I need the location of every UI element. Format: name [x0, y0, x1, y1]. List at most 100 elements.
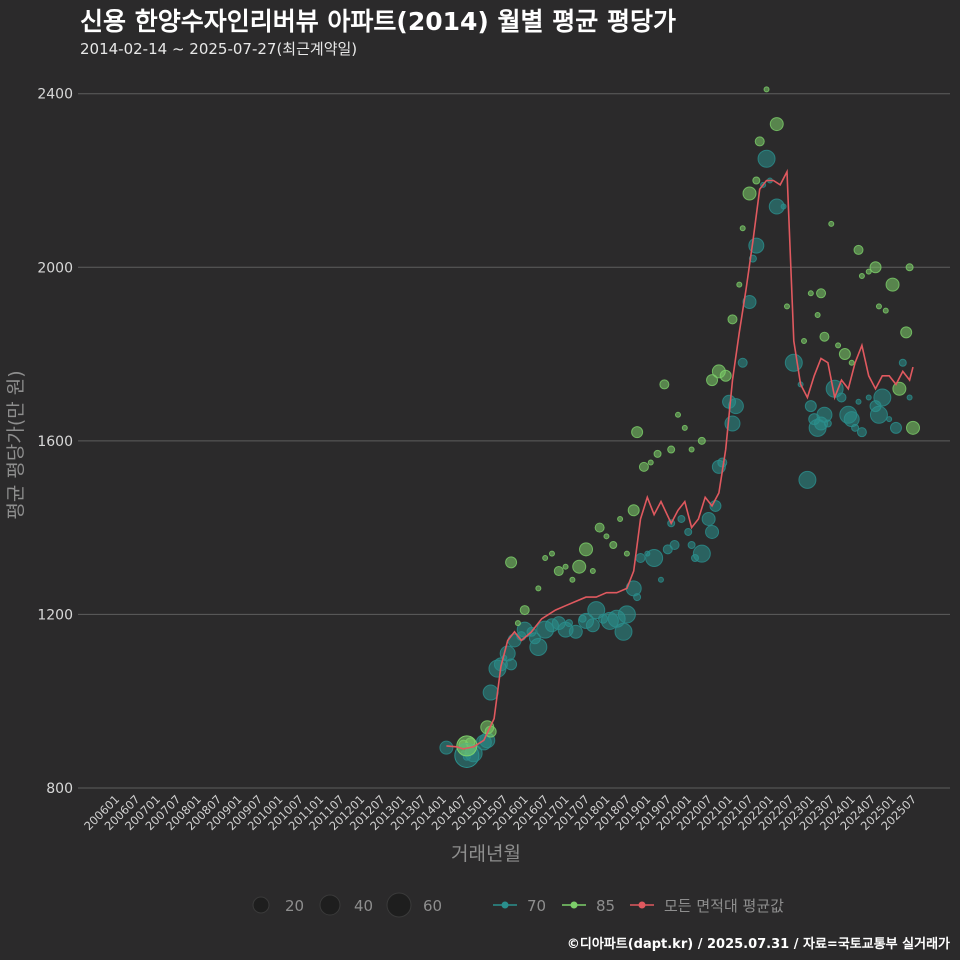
point-area70 [705, 524, 720, 539]
point-area70 [677, 514, 686, 523]
point-area85 [752, 176, 761, 185]
legend-size-key [386, 892, 412, 918]
point-area70 [856, 427, 867, 438]
point-area70 [564, 619, 573, 628]
point-area85 [905, 263, 914, 272]
point-area70 [889, 421, 902, 434]
point-area85 [727, 314, 738, 325]
y-tick-label: 1600 [37, 434, 73, 450]
point-area70 [742, 294, 757, 309]
legend-size-key [252, 896, 270, 914]
point-area70 [635, 553, 646, 564]
point-area85 [681, 424, 688, 431]
point-area70 [886, 416, 893, 423]
point-area70 [865, 394, 872, 401]
point-area85 [553, 566, 564, 577]
point-area70 [836, 392, 847, 403]
point-area70 [869, 405, 888, 424]
point-area85 [719, 369, 732, 382]
point-area85 [647, 459, 654, 466]
point-area85 [674, 411, 681, 418]
point-area85 [892, 381, 907, 396]
point-area85 [816, 288, 827, 299]
point-area70 [798, 470, 817, 489]
point-area85 [594, 522, 605, 533]
point-area70 [784, 353, 803, 372]
point-area70 [780, 203, 787, 210]
point-area85 [858, 272, 865, 279]
point-area85 [801, 338, 808, 345]
y-tick-label: 2000 [37, 260, 73, 276]
point-area85 [631, 426, 644, 439]
point-area85 [542, 555, 549, 562]
point-area85 [865, 268, 872, 275]
point-area70 [804, 400, 817, 413]
point-area85 [885, 277, 900, 292]
point-area70 [439, 740, 454, 755]
point-area85 [653, 449, 662, 458]
point-area85 [828, 220, 835, 227]
point-area85 [589, 568, 596, 575]
point-area85 [535, 585, 542, 592]
point-area85 [456, 735, 478, 757]
point-area85 [906, 420, 920, 435]
point-area85 [579, 542, 594, 557]
source-caption: ©디아파트(dapt.kr) / 2025.07.31 / 자료=국토교통부 실… [566, 937, 950, 952]
legend-series-label: 85 [596, 897, 615, 915]
y-gridlines [78, 93, 950, 789]
point-area70 [657, 576, 664, 583]
point-area85 [769, 117, 784, 132]
point-area85 [638, 461, 649, 472]
point-area85 [505, 556, 518, 569]
point-area70 [482, 684, 499, 701]
chart-title: 신용 한양수자인리버뷰 아파트(2014) 월별 평균 평당가 [80, 7, 676, 36]
legend: 20 40 60 70 85 모든 면적대 평균값 [252, 892, 784, 918]
point-area70 [906, 394, 913, 401]
point-area85 [688, 446, 695, 453]
point-area85 [754, 136, 765, 147]
point-area70 [855, 398, 862, 405]
point-area85 [617, 515, 624, 522]
point-area85 [814, 312, 821, 319]
point-area85 [569, 576, 576, 583]
point-area70 [757, 149, 776, 168]
point-area85 [742, 186, 757, 201]
point-area70 [717, 457, 728, 468]
point-area85 [706, 374, 719, 387]
point-area85 [609, 540, 618, 549]
y-tick-label: 2400 [37, 87, 73, 103]
point-area70 [645, 549, 664, 568]
legend-series-marker [570, 901, 578, 909]
legend-size-label: 20 [285, 897, 304, 915]
legend-size-key [319, 894, 341, 916]
legend-series-label: 70 [527, 897, 546, 915]
average-line-path [446, 168, 914, 750]
point-area70 [687, 540, 696, 549]
legend-size-label: 40 [354, 897, 373, 915]
point-area70 [529, 637, 548, 656]
point-area70 [617, 605, 636, 624]
point-area70 [633, 593, 642, 602]
y-tick-labels: 800 1200 1600 2000 2400 [37, 87, 73, 797]
point-area70 [669, 539, 680, 550]
point-area70 [727, 398, 744, 415]
legend-series-marker [501, 901, 509, 909]
x-axis-title: 거래년월 [451, 843, 521, 865]
point-area70 [737, 357, 748, 368]
legend-series-marker [638, 901, 646, 909]
y-tick-label: 800 [46, 781, 73, 797]
point-area70 [587, 601, 606, 620]
point-area70 [898, 358, 907, 367]
point-area70 [873, 388, 892, 407]
point-area85 [667, 445, 676, 454]
point-area85 [562, 563, 569, 570]
legend-size-label: 60 [423, 897, 442, 915]
point-area85 [519, 605, 530, 616]
point-area70 [701, 511, 716, 526]
point-area85 [739, 225, 746, 232]
point-area85 [572, 559, 587, 574]
point-area85 [763, 86, 770, 93]
point-area85 [900, 326, 913, 339]
x-tick-labels: 2006012006072007012007072008012008072009… [81, 792, 919, 833]
